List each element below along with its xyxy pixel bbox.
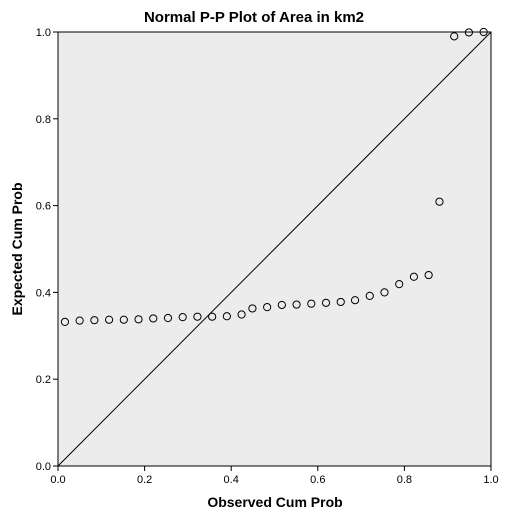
data-point — [193, 312, 202, 321]
data-point — [292, 300, 301, 309]
data-point — [307, 299, 316, 308]
data-point — [248, 304, 257, 313]
data-point — [424, 270, 433, 280]
x-tick-label: 0.8 — [397, 474, 412, 486]
data-point — [435, 197, 444, 206]
x-tick-label: 1.0 — [483, 474, 498, 486]
data-point — [237, 310, 246, 319]
x-tick-label: 0.0 — [50, 474, 65, 486]
x-tick-label: 0.4 — [224, 474, 239, 486]
data-point — [104, 315, 114, 324]
data-point — [134, 315, 143, 324]
reference-line — [57, 31, 492, 467]
data-point — [222, 312, 231, 321]
data-point — [380, 288, 389, 297]
data-point — [75, 316, 84, 325]
data-point — [479, 27, 488, 37]
data-point — [178, 313, 187, 322]
chart-title: Normal P-P Plot of Area in km2 — [144, 9, 364, 26]
data-point — [163, 313, 173, 323]
y-tick-label: 1.0 — [36, 27, 51, 39]
data-point — [149, 314, 158, 323]
data-point — [350, 296, 360, 305]
data-point — [365, 291, 374, 300]
data-point — [450, 32, 459, 41]
data-point — [277, 300, 286, 310]
y-tick-label: 0.4 — [36, 287, 51, 299]
x-axis-title: Observed Cum Prob — [207, 494, 342, 510]
x-tick-label: 0.6 — [310, 474, 325, 486]
x-axis: 0.0 0.2 0.4 0.6 0.8 1.0 — [50, 466, 499, 486]
data-point — [208, 312, 217, 321]
y-tick-label: 0.2 — [36, 374, 51, 386]
y-tick-label: 0.0 — [36, 461, 51, 473]
data-point — [336, 297, 345, 307]
y-tick-label: 0.6 — [36, 201, 51, 213]
data-point — [321, 298, 331, 307]
x-tick-label: 0.2 — [137, 474, 152, 486]
data-point — [90, 316, 99, 325]
y-tick-label: 0.8 — [36, 114, 51, 126]
data-point — [409, 272, 419, 281]
y-axis: 0.0 0.2 0.4 0.6 0.8 1.0 — [36, 27, 58, 473]
data-point — [464, 28, 474, 37]
data-point — [395, 280, 404, 289]
data-point — [263, 303, 272, 312]
data-point — [119, 315, 128, 324]
data-point — [60, 317, 70, 327]
y-axis-title: Expected Cum Prob — [9, 182, 25, 315]
